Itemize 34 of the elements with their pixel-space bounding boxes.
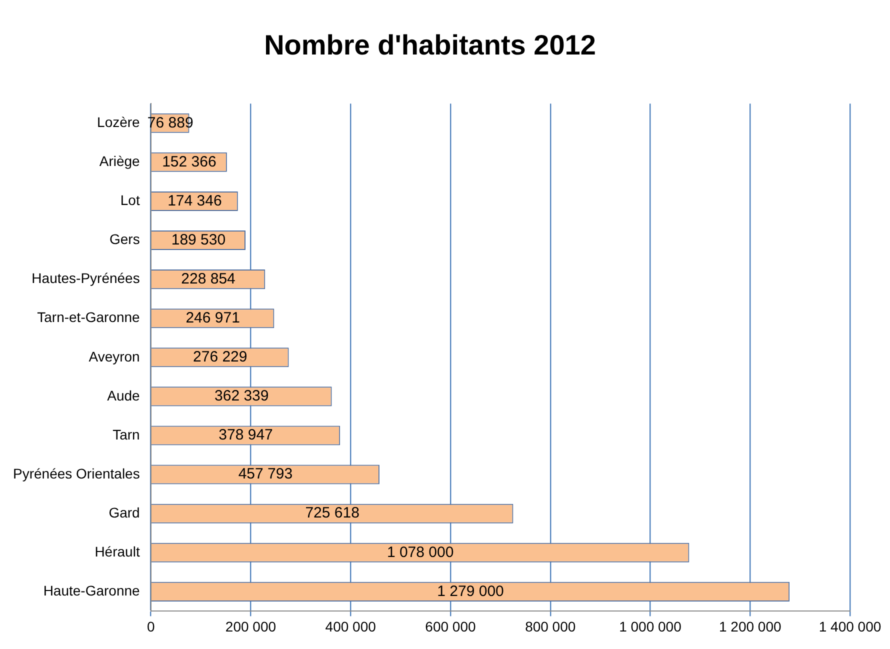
x-tick-label: 1 200 000 [718, 618, 782, 634]
y-tick-label: Hérault [94, 543, 140, 560]
chart-title: Nombre d'habitants 2012 [264, 30, 596, 61]
y-tick-label: Hautes-Pyrénées [32, 270, 140, 286]
y-tick-label: Ariège [99, 153, 140, 170]
y-tick-label: Haute-Garonne [43, 582, 140, 599]
data-label: 276 229 [193, 348, 248, 366]
y-tick-label: Tarn-et-Garonne [37, 309, 140, 326]
x-tick-label: 400 000 [325, 618, 376, 634]
data-label: 457 793 [238, 466, 293, 483]
x-tick-label: 800 000 [525, 618, 576, 634]
data-label: 174 346 [168, 192, 222, 210]
x-tick-label: 1 400 000 [818, 618, 882, 634]
y-tick-label: Lozère [97, 114, 140, 130]
y-tick-label: Aveyron [88, 348, 140, 364]
y-tick-label: Gard [108, 504, 140, 520]
x-tick-label: 200 000 [225, 618, 276, 634]
y-tick-label: Gers [109, 231, 140, 248]
data-label: 725 618 [305, 504, 360, 522]
data-label: 246 971 [186, 309, 240, 326]
y-tick-label: Aude [107, 387, 140, 404]
y-tick-label: Tarn [112, 426, 140, 442]
x-tick-label: 0 [146, 618, 155, 634]
y-tick-label: Pyrénées Orientales [12, 465, 140, 482]
data-label: 1 279 000 [437, 582, 504, 600]
data-label: 362 339 [214, 388, 269, 405]
data-label: 228 854 [181, 270, 236, 288]
data-label: 152 366 [162, 153, 216, 170]
data-label: 189 530 [171, 231, 226, 248]
x-tick-label: 1 000 000 [619, 618, 682, 634]
data-label: 1 078 000 [386, 544, 454, 561]
data-label: 378 947 [218, 426, 273, 444]
y-tick-label: Lot [120, 192, 140, 208]
x-tick-label: 600 000 [425, 618, 476, 634]
